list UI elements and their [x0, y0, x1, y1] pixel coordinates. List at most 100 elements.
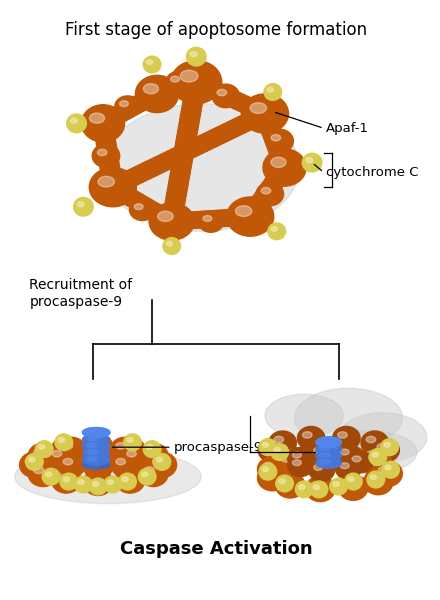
- Ellipse shape: [100, 159, 120, 176]
- Ellipse shape: [165, 194, 185, 211]
- Ellipse shape: [264, 128, 283, 145]
- Ellipse shape: [167, 186, 186, 203]
- Ellipse shape: [103, 179, 123, 196]
- Ellipse shape: [70, 118, 77, 124]
- Ellipse shape: [271, 148, 290, 164]
- Ellipse shape: [184, 85, 204, 102]
- Ellipse shape: [92, 482, 99, 487]
- Ellipse shape: [369, 475, 379, 482]
- Ellipse shape: [167, 242, 171, 245]
- Ellipse shape: [26, 454, 43, 470]
- Ellipse shape: [63, 443, 73, 449]
- Ellipse shape: [311, 482, 321, 489]
- Ellipse shape: [127, 193, 147, 209]
- Ellipse shape: [183, 93, 203, 110]
- Ellipse shape: [153, 454, 171, 470]
- Ellipse shape: [115, 103, 135, 120]
- Ellipse shape: [188, 138, 208, 154]
- Ellipse shape: [252, 107, 271, 124]
- Ellipse shape: [117, 187, 136, 203]
- Ellipse shape: [163, 81, 183, 98]
- Ellipse shape: [281, 455, 291, 462]
- Ellipse shape: [363, 452, 393, 478]
- Ellipse shape: [121, 189, 140, 206]
- Ellipse shape: [212, 85, 231, 102]
- Ellipse shape: [82, 434, 110, 444]
- Ellipse shape: [216, 124, 236, 141]
- Ellipse shape: [89, 113, 105, 123]
- Ellipse shape: [338, 475, 368, 500]
- Ellipse shape: [136, 91, 156, 108]
- Ellipse shape: [248, 102, 268, 119]
- Ellipse shape: [297, 450, 325, 474]
- Ellipse shape: [302, 431, 312, 438]
- Ellipse shape: [102, 171, 121, 188]
- Ellipse shape: [263, 149, 306, 186]
- Ellipse shape: [104, 109, 124, 126]
- Ellipse shape: [265, 132, 285, 149]
- Ellipse shape: [230, 94, 249, 110]
- Ellipse shape: [219, 89, 238, 106]
- Ellipse shape: [28, 443, 58, 469]
- Ellipse shape: [171, 163, 191, 179]
- Ellipse shape: [129, 95, 149, 112]
- Ellipse shape: [107, 480, 114, 484]
- Ellipse shape: [316, 437, 341, 448]
- Ellipse shape: [93, 115, 113, 132]
- Ellipse shape: [175, 140, 194, 156]
- Ellipse shape: [163, 238, 180, 254]
- Ellipse shape: [241, 112, 260, 129]
- Ellipse shape: [122, 477, 128, 481]
- Text: Recruitment of
procaspase-9: Recruitment of procaspase-9: [29, 278, 132, 308]
- Ellipse shape: [110, 183, 130, 200]
- Ellipse shape: [58, 437, 85, 461]
- Ellipse shape: [51, 437, 81, 462]
- Ellipse shape: [190, 76, 210, 92]
- Ellipse shape: [182, 97, 202, 114]
- Ellipse shape: [337, 455, 347, 462]
- Ellipse shape: [35, 441, 53, 458]
- Ellipse shape: [175, 77, 194, 94]
- Ellipse shape: [217, 210, 236, 226]
- Ellipse shape: [155, 83, 175, 100]
- Ellipse shape: [265, 394, 344, 437]
- Ellipse shape: [261, 187, 271, 194]
- Ellipse shape: [373, 461, 402, 487]
- Ellipse shape: [227, 119, 246, 136]
- Ellipse shape: [262, 124, 282, 141]
- Ellipse shape: [119, 473, 136, 490]
- Ellipse shape: [205, 211, 225, 227]
- Ellipse shape: [274, 448, 280, 452]
- Ellipse shape: [337, 431, 347, 438]
- Ellipse shape: [250, 103, 267, 113]
- Ellipse shape: [145, 203, 164, 220]
- Ellipse shape: [118, 101, 138, 118]
- Ellipse shape: [338, 413, 427, 462]
- Ellipse shape: [170, 167, 190, 184]
- Ellipse shape: [171, 79, 191, 95]
- Ellipse shape: [234, 95, 253, 112]
- Ellipse shape: [177, 128, 197, 145]
- Ellipse shape: [141, 201, 161, 218]
- Ellipse shape: [271, 134, 281, 141]
- Ellipse shape: [262, 443, 268, 447]
- Ellipse shape: [143, 56, 161, 73]
- Ellipse shape: [167, 80, 187, 97]
- Ellipse shape: [153, 155, 172, 172]
- Ellipse shape: [124, 191, 143, 208]
- Ellipse shape: [252, 104, 271, 120]
- Ellipse shape: [79, 480, 83, 484]
- Ellipse shape: [164, 202, 183, 218]
- Ellipse shape: [195, 134, 215, 151]
- Ellipse shape: [84, 434, 113, 460]
- Ellipse shape: [181, 105, 201, 121]
- Ellipse shape: [255, 105, 275, 122]
- Ellipse shape: [240, 208, 260, 225]
- Ellipse shape: [299, 485, 305, 490]
- Ellipse shape: [231, 117, 250, 134]
- Ellipse shape: [167, 182, 187, 199]
- Ellipse shape: [198, 211, 224, 232]
- Ellipse shape: [274, 451, 284, 457]
- Ellipse shape: [170, 146, 190, 163]
- Ellipse shape: [238, 114, 257, 130]
